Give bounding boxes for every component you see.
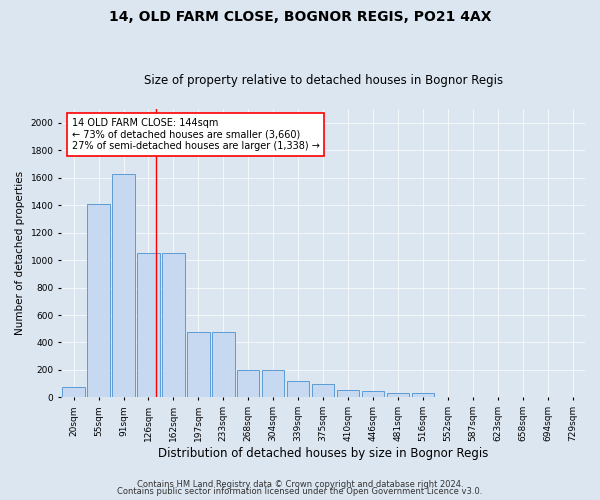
Text: Contains HM Land Registry data © Crown copyright and database right 2024.: Contains HM Land Registry data © Crown c… xyxy=(137,480,463,489)
Title: Size of property relative to detached houses in Bognor Regis: Size of property relative to detached ho… xyxy=(143,74,503,87)
Bar xyxy=(112,174,135,398)
Bar xyxy=(287,381,310,398)
Text: Contains public sector information licensed under the Open Government Licence v3: Contains public sector information licen… xyxy=(118,487,482,496)
Text: 14, OLD FARM CLOSE, BOGNOR REGIS, PO21 4AX: 14, OLD FARM CLOSE, BOGNOR REGIS, PO21 4… xyxy=(109,10,491,24)
Bar xyxy=(62,387,85,398)
X-axis label: Distribution of detached houses by size in Bognor Regis: Distribution of detached houses by size … xyxy=(158,447,488,460)
Bar xyxy=(337,390,359,398)
Bar xyxy=(162,253,185,398)
Bar xyxy=(237,370,259,398)
Bar xyxy=(212,332,235,398)
Bar xyxy=(412,394,434,398)
Text: 14 OLD FARM CLOSE: 144sqm
← 73% of detached houses are smaller (3,660)
27% of se: 14 OLD FARM CLOSE: 144sqm ← 73% of detac… xyxy=(71,118,320,151)
Y-axis label: Number of detached properties: Number of detached properties xyxy=(15,171,25,336)
Bar xyxy=(362,390,384,398)
Bar xyxy=(262,370,284,398)
Bar xyxy=(387,392,409,398)
Bar xyxy=(312,384,334,398)
Bar xyxy=(187,332,209,398)
Bar xyxy=(88,204,110,398)
Bar xyxy=(137,253,160,398)
